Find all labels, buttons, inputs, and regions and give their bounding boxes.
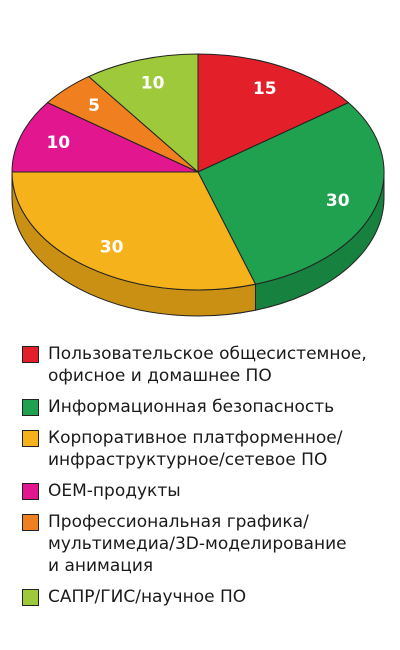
pie-value-label-5: 5 — [88, 96, 100, 116]
chart-legend: Пользовательское общесистемное, офисное … — [22, 343, 394, 617]
legend-swatch-6 — [22, 589, 39, 606]
legend-item-5: Профессиональная графика/ мультимедиа/3D… — [22, 511, 394, 577]
pie-chart: 15 30 30 10 5 10 — [11, 53, 385, 317]
legend-item-6: САПР/ГИС/научное ПО — [22, 586, 394, 608]
pie-value-label-6: 10 — [141, 73, 165, 93]
pie-slice-1 — [197, 53, 349, 173]
legend-label-3: Корпоративное платформенное/ инфраструкт… — [48, 428, 343, 470]
legend-swatch-4 — [22, 483, 39, 500]
legend-item-3: Корпоративное платформенное/ инфраструкт… — [22, 427, 394, 471]
legend-swatch-5 — [22, 514, 39, 531]
legend-swatch-3 — [22, 430, 39, 447]
pie-slice-2 — [197, 102, 385, 285]
legend-item-2: Информационная безопасность — [22, 396, 394, 418]
legend-label-2: Информационная безопасность — [48, 397, 335, 417]
pie-slice-4 — [11, 102, 199, 173]
pie-value-labels: 15 30 30 10 5 10 — [46, 73, 349, 257]
pie-value-label-4: 10 — [46, 133, 70, 153]
pie-value-label-2: 30 — [326, 191, 350, 211]
legend-label-6: САПР/ГИС/научное ПО — [48, 587, 247, 607]
pie-slices — [11, 53, 385, 291]
legend-label-1: Пользовательское общесистемное, офисное … — [48, 344, 367, 386]
legend-item-4: OEM-продукты — [22, 480, 394, 502]
pie-value-label-3: 30 — [100, 237, 124, 257]
legend-item-1: Пользовательское общесистемное, офисное … — [22, 343, 394, 387]
legend-swatch-2 — [22, 399, 39, 416]
pie-value-label-1: 15 — [253, 79, 277, 99]
pie-slice-6 — [88, 53, 199, 173]
legend-label-4: OEM-продукты — [48, 481, 181, 501]
pie-slice-3 — [11, 171, 256, 291]
legend-swatch-1 — [22, 346, 39, 363]
legend-label-5: Профессиональная графика/ мультимедиа/3D… — [48, 512, 347, 576]
